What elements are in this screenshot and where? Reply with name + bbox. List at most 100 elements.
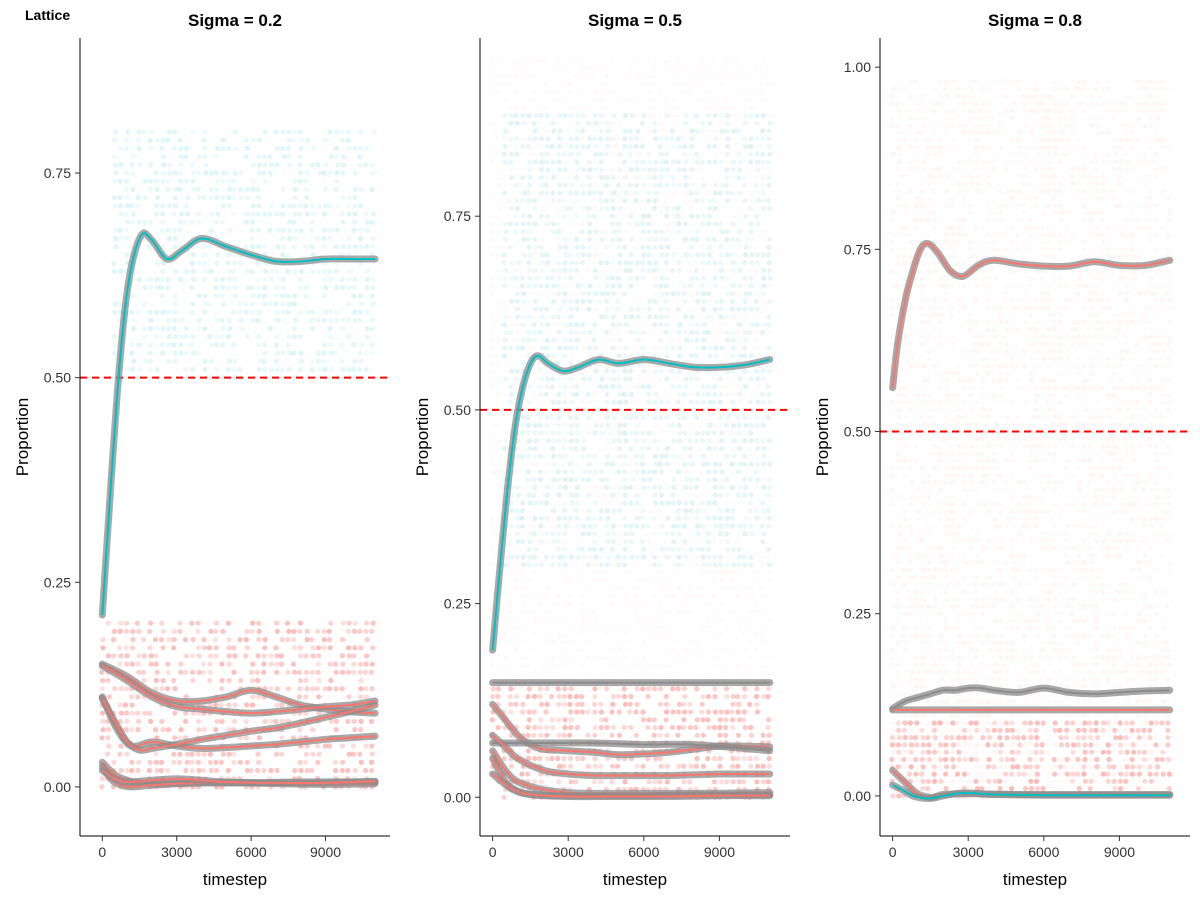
data-point <box>634 299 639 304</box>
data-point <box>652 724 658 731</box>
data-point <box>735 384 742 390</box>
data-point <box>148 661 154 667</box>
data-point <box>616 392 621 397</box>
data-point <box>177 170 183 176</box>
data-point <box>562 453 568 459</box>
data-point <box>147 710 153 716</box>
data-point <box>142 358 149 364</box>
data-point <box>736 291 741 296</box>
data-point <box>568 190 574 196</box>
data-point <box>609 779 615 785</box>
data-point <box>243 637 249 643</box>
data-point <box>760 500 766 506</box>
data-point <box>556 477 561 482</box>
data-point <box>183 154 189 160</box>
data-point <box>538 276 543 281</box>
data-point <box>747 276 752 281</box>
data-point <box>327 645 333 651</box>
data-point <box>766 562 772 568</box>
data-point <box>694 515 700 521</box>
data-point <box>581 353 586 358</box>
data-point <box>598 578 603 583</box>
data-point <box>645 724 651 731</box>
data-point <box>587 329 593 335</box>
smooth-line-3 <box>101 664 376 715</box>
data-point <box>549 531 556 537</box>
data-point <box>567 524 572 529</box>
data-point <box>543 554 549 560</box>
data-point <box>765 724 771 731</box>
data-point <box>340 170 346 176</box>
data-point <box>112 235 119 242</box>
data-point <box>509 554 515 560</box>
data-point <box>605 655 611 661</box>
data-point <box>754 477 761 483</box>
data-point <box>496 307 501 312</box>
data-point <box>623 531 628 536</box>
data-point <box>598 415 603 420</box>
data-point <box>586 120 592 126</box>
data-point <box>495 508 500 513</box>
data-point <box>706 291 711 296</box>
data-point <box>183 350 189 356</box>
data-point <box>652 376 657 381</box>
data-point <box>586 252 591 257</box>
data-point <box>532 593 537 598</box>
data-point <box>736 376 742 382</box>
data-point <box>124 645 130 651</box>
data-point <box>327 268 333 274</box>
data-point <box>765 175 770 180</box>
data-point <box>123 727 129 733</box>
data-point <box>622 601 627 606</box>
data-point <box>537 516 542 521</box>
data-point <box>321 170 327 176</box>
data-point <box>520 570 525 575</box>
data-point <box>724 693 730 700</box>
data-point <box>652 399 658 405</box>
data-point <box>615 671 620 676</box>
data-point <box>131 317 137 323</box>
data-point <box>327 170 334 176</box>
data-point <box>645 431 650 436</box>
data-point <box>633 515 639 521</box>
data-point <box>556 237 561 242</box>
data-point <box>640 260 646 266</box>
data-point <box>695 454 700 459</box>
data-point <box>538 174 544 181</box>
data-point <box>641 307 646 312</box>
data-point <box>256 366 262 373</box>
data-point <box>219 317 225 323</box>
data-point <box>507 399 513 405</box>
data-point <box>568 314 574 320</box>
data-point <box>567 555 572 560</box>
data-point <box>621 454 626 459</box>
data-point <box>112 686 118 692</box>
data-point <box>562 446 568 452</box>
data-point <box>526 493 531 498</box>
data-point <box>226 727 232 733</box>
data-point <box>743 337 749 343</box>
data-point <box>327 637 333 643</box>
data-point <box>664 221 670 227</box>
data-point <box>544 663 549 668</box>
data-point <box>671 376 676 381</box>
data-point <box>629 554 635 560</box>
data-point <box>309 637 315 643</box>
data-point <box>761 423 766 428</box>
data-point <box>526 307 531 312</box>
data-point <box>249 219 256 225</box>
data-point <box>694 717 700 723</box>
data-point <box>521 337 527 343</box>
data-point <box>621 438 626 443</box>
data-point <box>634 136 640 142</box>
data-point <box>357 669 363 675</box>
data-point <box>142 219 148 225</box>
data-point <box>754 779 760 785</box>
data-point <box>767 399 773 405</box>
data-point <box>165 727 171 733</box>
data-point <box>713 523 719 529</box>
data-point <box>592 345 598 351</box>
data-point <box>249 301 256 307</box>
data-point <box>532 508 537 513</box>
data-point <box>730 755 736 762</box>
